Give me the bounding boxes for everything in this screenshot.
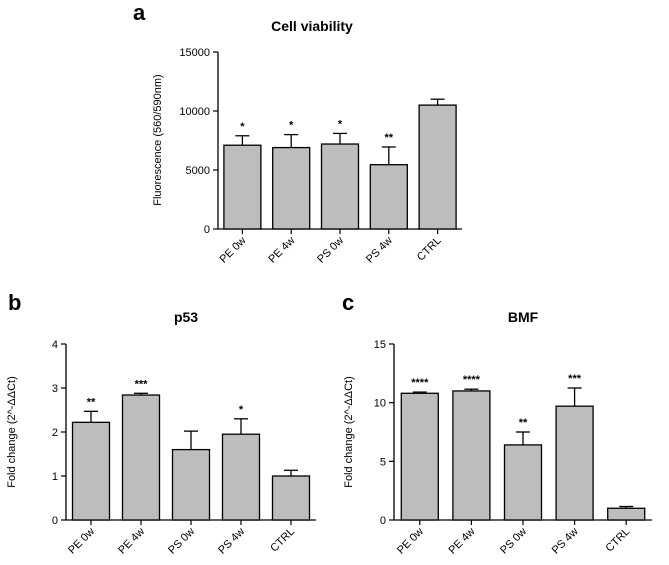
bar	[607, 507, 646, 521]
y-tick-label: 15	[374, 339, 386, 351]
y-tick-label: 15000	[179, 47, 210, 59]
bar	[555, 405, 594, 521]
significance-label: **	[87, 396, 96, 408]
significance-label: **	[519, 417, 528, 429]
x-tick-label: PE 4w	[266, 235, 297, 266]
significance-label: **	[385, 132, 394, 144]
x-tick-label: PE 0w	[395, 526, 426, 557]
significance-label: ***	[568, 373, 582, 385]
bar	[121, 394, 161, 521]
y-axis-label: Fluorescence (560/590nm)	[152, 74, 164, 205]
significance-label: ****	[411, 377, 429, 389]
x-tick-label: PS 0w	[166, 526, 197, 557]
x-tick-label: PS 0w	[498, 526, 529, 557]
y-tick-label: 10	[374, 398, 386, 410]
y-tick-label: 5000	[186, 165, 210, 177]
bar	[418, 104, 457, 230]
chart-title: Cell viability	[271, 18, 353, 34]
chart-title: p53	[174, 309, 198, 325]
bar	[503, 444, 543, 521]
y-tick-label: 10000	[179, 106, 210, 118]
y-tick-label: 4	[52, 339, 58, 351]
y-tick-label: 2	[52, 427, 58, 439]
y-axis-label: Fold change (2^-ΔΔCt)	[343, 376, 355, 488]
x-tick-label: PE 4w	[116, 526, 147, 557]
bar	[320, 143, 360, 230]
x-tick-label: PS 4w	[364, 235, 395, 266]
panel-letter: b	[8, 290, 21, 315]
bar	[71, 421, 111, 521]
x-tick-label: PE 0w	[66, 526, 97, 557]
bar	[223, 144, 262, 230]
bar	[221, 433, 261, 521]
bar	[452, 390, 491, 521]
x-tick-label: CTRL	[604, 526, 633, 555]
chart-title: BMF	[508, 309, 539, 325]
bar	[369, 164, 408, 230]
significance-label: *	[338, 118, 343, 130]
x-tick-label: PS 4w	[550, 526, 581, 557]
panel-letter: a	[133, 0, 146, 25]
chart-panel-b: b p53 0 1 2 3 4 Fold change (2^-ΔΔCt) PE 0w ** PE …	[6, 290, 316, 557]
y-axis-label: Fold change (2^-ΔΔCt)	[6, 376, 18, 488]
y-tick-label: 5	[380, 456, 386, 468]
significance-label: ***	[135, 378, 149, 390]
x-tick-label: PE 0w	[218, 235, 249, 266]
x-tick-label: PE 4w	[447, 526, 478, 557]
significance-label: *	[289, 120, 294, 132]
y-tick-label: 3	[52, 383, 58, 395]
chart-panel-a: a Cell viability 0 5000 10000 15000 Fluorescen…	[133, 0, 462, 266]
y-tick-label: 0	[204, 224, 210, 236]
x-tick-label: PS 4w	[216, 526, 247, 557]
significance-label: *	[239, 404, 244, 416]
panel-letter: c	[342, 290, 354, 315]
x-tick-label: CTRL	[268, 526, 297, 555]
significance-label: ****	[463, 374, 481, 386]
y-tick-label: 1	[52, 471, 58, 483]
significance-label: *	[240, 121, 245, 133]
bar	[400, 392, 439, 521]
bar	[271, 475, 311, 521]
bar	[272, 146, 311, 230]
x-tick-label: PS 0w	[315, 235, 346, 266]
y-tick-label: 0	[380, 515, 386, 527]
y-tick-label: 0	[52, 515, 58, 527]
bar	[171, 448, 211, 521]
x-tick-label: CTRL	[415, 235, 444, 264]
